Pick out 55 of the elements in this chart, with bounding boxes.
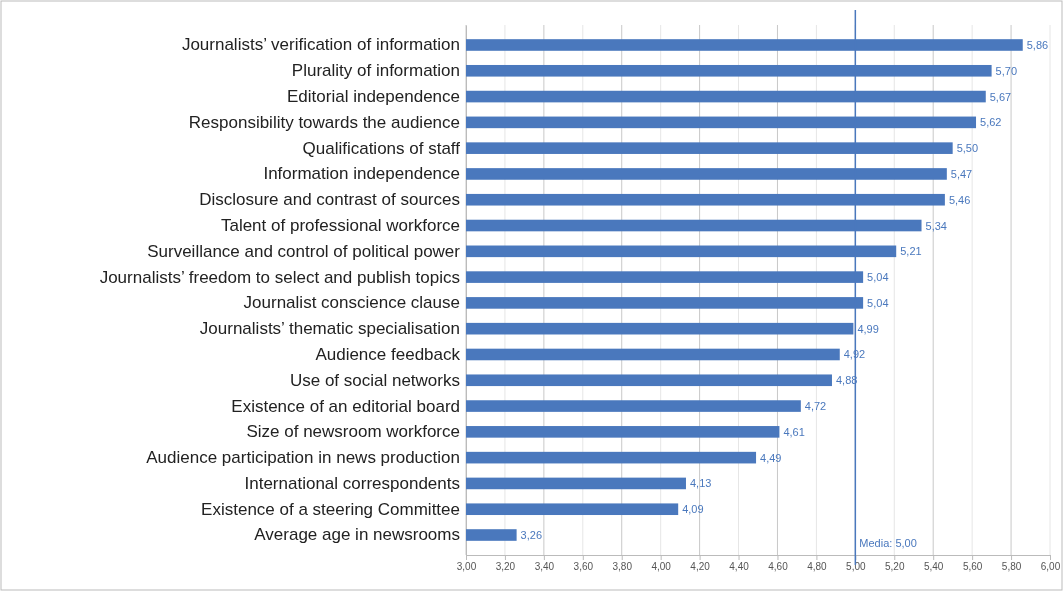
- data-label: 3,26: [520, 529, 543, 542]
- x-tick-label: 4,00: [651, 561, 672, 573]
- x-tick-label: 3,40: [534, 561, 555, 573]
- data-label: 4,49: [760, 451, 782, 464]
- x-tick-label: 4,20: [690, 561, 711, 573]
- ref-line-label: Media: 5,00: [859, 537, 917, 549]
- x-tick-label: 3,20: [495, 561, 516, 573]
- y-tick-label: Editorial independence: [287, 87, 460, 107]
- x-tick-label: 5,60: [962, 561, 983, 573]
- data-label: 5,04: [867, 296, 889, 309]
- y-tick-label: Qualifications of staff: [302, 138, 461, 158]
- y-tick-label: Audience feedback: [315, 344, 461, 364]
- y-tick-label: Surveillance and control of political power: [147, 241, 461, 261]
- data-label: 5,67: [989, 90, 1012, 103]
- y-tick-label: Talent of professional workforce: [220, 215, 460, 235]
- data-label: 5,70: [995, 64, 1018, 77]
- x-tick-label: 4,40: [729, 561, 750, 573]
- x-tick-label: 3,00: [456, 561, 477, 573]
- y-tick-label: Journalist conscience clause: [243, 293, 460, 313]
- y-tick-label: Existence of a steering Committee: [201, 499, 460, 519]
- data-label: 4,72: [804, 400, 827, 413]
- x-tick-label: 6,00: [1040, 561, 1061, 573]
- x-tick-label: 5,00: [846, 561, 866, 573]
- y-tick-label: Existence of an editorial board: [231, 396, 460, 416]
- y-tick-label: Responsibility towards the audience: [188, 112, 460, 132]
- data-label: 4,61: [783, 425, 805, 438]
- data-label: 5,86: [1026, 38, 1049, 51]
- y-tick-label: Size of newsroom workforce: [246, 422, 460, 442]
- x-tick-label: 4,80: [807, 561, 828, 573]
- y-tick-label: Journalists’ thematic specialisation: [199, 319, 460, 339]
- data-label: 5,62: [980, 116, 1002, 129]
- data-label: 5,46: [948, 193, 971, 206]
- x-tick-label: 3,60: [573, 561, 594, 573]
- y-tick-label: Information independence: [263, 164, 460, 184]
- y-tick-label: Use of social networks: [289, 370, 460, 390]
- data-label: 5,21: [900, 245, 922, 258]
- data-label: 4,13: [689, 477, 712, 490]
- y-tick-label: Audience participation in news production: [146, 448, 460, 468]
- y-tick-label: International correspondents: [244, 473, 460, 493]
- y-tick-label: Average age in newsrooms: [254, 525, 460, 545]
- x-tick-label: 5,40: [923, 561, 944, 573]
- data-label: 4,09: [682, 503, 704, 516]
- data-label: 4,99: [857, 322, 879, 335]
- x-tick-label: 4,60: [768, 561, 789, 573]
- y-tick-label: Plurality of information: [291, 61, 460, 81]
- data-label: 5,34: [925, 219, 947, 232]
- data-label: 5,47: [950, 167, 973, 180]
- y-tick-label: Journalists’ freedom to select and publish topics: [99, 267, 460, 287]
- x-tick-label: 3,80: [612, 561, 633, 573]
- y-tick-label: Disclosure and contrast of sources: [199, 190, 460, 210]
- y-tick-label: Journalists’ verification of information: [181, 35, 460, 55]
- x-tick-label: 5,20: [885, 561, 905, 573]
- data-label: 5,04: [867, 271, 889, 284]
- x-tick-label: 5,80: [1001, 561, 1022, 573]
- data-label: 5,50: [956, 142, 979, 155]
